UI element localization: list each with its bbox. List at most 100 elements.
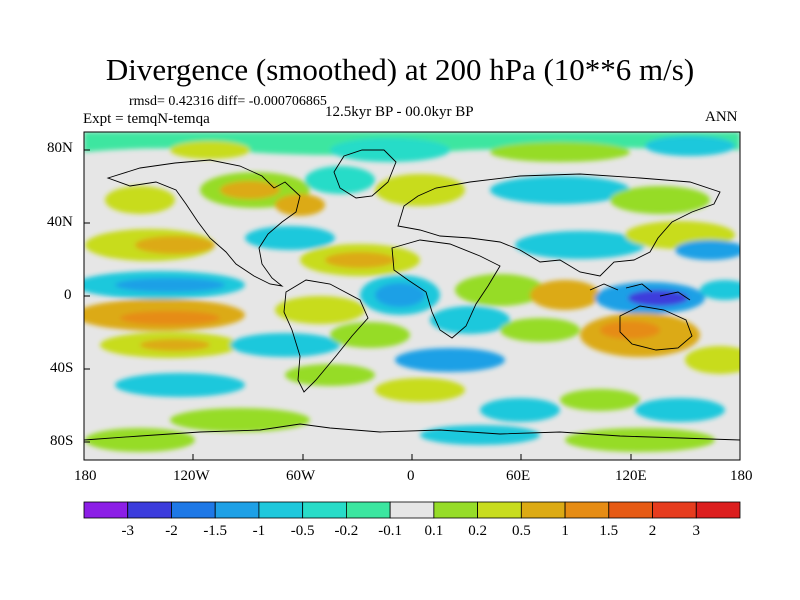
colorbar-label: -1.5	[203, 523, 227, 539]
field-ant-green-west	[85, 428, 195, 452]
colorbar-box	[302, 501, 347, 519]
field-so-cyan-east	[635, 398, 725, 422]
colorbar-box	[695, 501, 741, 519]
field-labrador-orange	[275, 194, 325, 216]
field-so-cyan-west	[115, 373, 245, 397]
lat-label-40n: 40N	[47, 214, 73, 230]
field-atlantic-orange	[325, 252, 395, 268]
colorbar-box	[171, 501, 216, 519]
field-40s-west-orange	[140, 339, 210, 351]
colorbar-label: 1.5	[599, 523, 618, 539]
colorbar-label: -0.1	[378, 523, 402, 539]
field-samerica-yellow	[275, 296, 365, 324]
field-ant-green-east	[565, 428, 715, 452]
colorbar-box	[345, 501, 391, 519]
field-40s-cyan	[230, 333, 340, 357]
field-sindian-green	[500, 318, 580, 342]
lon-label-180w: 180	[74, 468, 97, 484]
coast-australia	[619, 305, 693, 351]
experiment-label: Expt = temqN-temqa	[83, 111, 210, 127]
field-eastasia-green	[610, 186, 710, 214]
colorbar-label: 0.2	[468, 523, 487, 539]
field-40s-east-yellow	[685, 346, 740, 374]
lat-label-0: 0	[64, 287, 72, 303]
coast-eurasia	[397, 173, 721, 277]
field-satl-cyan	[430, 306, 510, 334]
lon-label-60w: 60W	[286, 468, 316, 484]
field-europe-yellow	[375, 174, 465, 206]
field-arctic-cyan-east	[645, 136, 735, 156]
coast-greenland	[333, 149, 397, 199]
field-so-green-east	[560, 389, 640, 411]
stats-line: rmsd= 0.42316 diff= -0.000706865	[129, 94, 327, 109]
field-indian-orange	[530, 280, 600, 310]
lat-label-80s: 80S	[50, 433, 74, 449]
lat-label-80n: 80N	[47, 140, 73, 156]
field-40n-west-orange	[135, 236, 215, 254]
colorbar-label: -2	[165, 523, 178, 539]
field-40s-blue	[395, 348, 505, 372]
coast-north-america	[106, 159, 301, 287]
colorbar-label: -3	[121, 523, 134, 539]
colorbar: -3 -2 -1.5 -1 -0.5 -0.2 -0.1 0.1 0.2 0.5 1 1.5 2 3	[83, 501, 741, 539]
field-australia-dark-orange	[600, 321, 660, 339]
coast-antarctica	[84, 423, 740, 441]
colorbar-box	[433, 501, 479, 519]
period-label: 12.5kyr BP - 00.0kyr BP	[325, 104, 474, 120]
colorbar-box	[214, 501, 260, 519]
field-eq-pac-blue	[115, 278, 225, 292]
colorbar-box	[608, 501, 653, 519]
colorbar-box	[520, 501, 566, 519]
field-greenland-cyan	[305, 166, 375, 194]
colorbar-box	[127, 501, 172, 519]
lon-label-120w: 120W	[173, 468, 210, 484]
colorbar-box	[83, 501, 129, 519]
lat-label-40s: 40S	[50, 360, 74, 376]
lon-label-120e: 120E	[615, 468, 647, 484]
colorbar-box	[389, 501, 435, 519]
colorbar-box	[652, 501, 697, 519]
field-siberia-cyan	[490, 176, 630, 204]
field-40n-cyan	[245, 226, 335, 250]
field-eq-atl-blue	[375, 283, 425, 307]
map-title: Divergence (smoothed) at 200 hPa (10**6 …	[105, 52, 695, 87]
coast-africa	[391, 239, 501, 339]
colorbar-box	[258, 501, 304, 519]
coast-south-america	[283, 279, 369, 393]
colorbar-box	[477, 501, 522, 519]
field-arctic-cyan	[330, 138, 450, 162]
colorbar-label: -0.5	[291, 523, 315, 539]
field-africa-green	[455, 274, 545, 306]
divergence-field	[84, 132, 740, 452]
field-npac-east-blue	[675, 240, 740, 260]
season-label: ANN	[705, 109, 738, 125]
field-40s-green	[330, 322, 410, 348]
coastlines	[84, 149, 740, 441]
field-ant-green	[170, 408, 310, 432]
field-so-yellow	[375, 378, 465, 402]
field-asia-cyan	[515, 231, 645, 259]
colorbar-label: 1	[561, 523, 569, 539]
field-arctic-yellow	[170, 141, 250, 159]
lon-label-180e: 180	[730, 468, 753, 484]
colorbar-label: 2	[649, 523, 657, 539]
field-npac-yellow	[105, 186, 175, 214]
axis-ticks	[84, 149, 632, 460]
lon-label-60e: 60E	[506, 468, 531, 484]
lon-label-0: 0	[407, 468, 415, 484]
field-so-cyan-mid	[480, 398, 560, 422]
field-wpac-cyan	[700, 280, 740, 300]
colorbar-label: -0.2	[335, 523, 359, 539]
colorbar-box	[564, 501, 610, 519]
field-sepac-dark-orange	[120, 311, 220, 325]
field-ant-cyan	[420, 425, 540, 445]
coast-maritime-continent	[589, 283, 691, 301]
colorbar-label: -1	[253, 523, 266, 539]
colorbar-label: 3	[693, 523, 701, 539]
field-arctic-green-east	[490, 142, 630, 162]
field-so-green	[285, 364, 375, 386]
colorbar-label: 0.1	[424, 523, 443, 539]
field-maritime-dark	[628, 290, 688, 306]
colorbar-label: 0.5	[512, 523, 531, 539]
